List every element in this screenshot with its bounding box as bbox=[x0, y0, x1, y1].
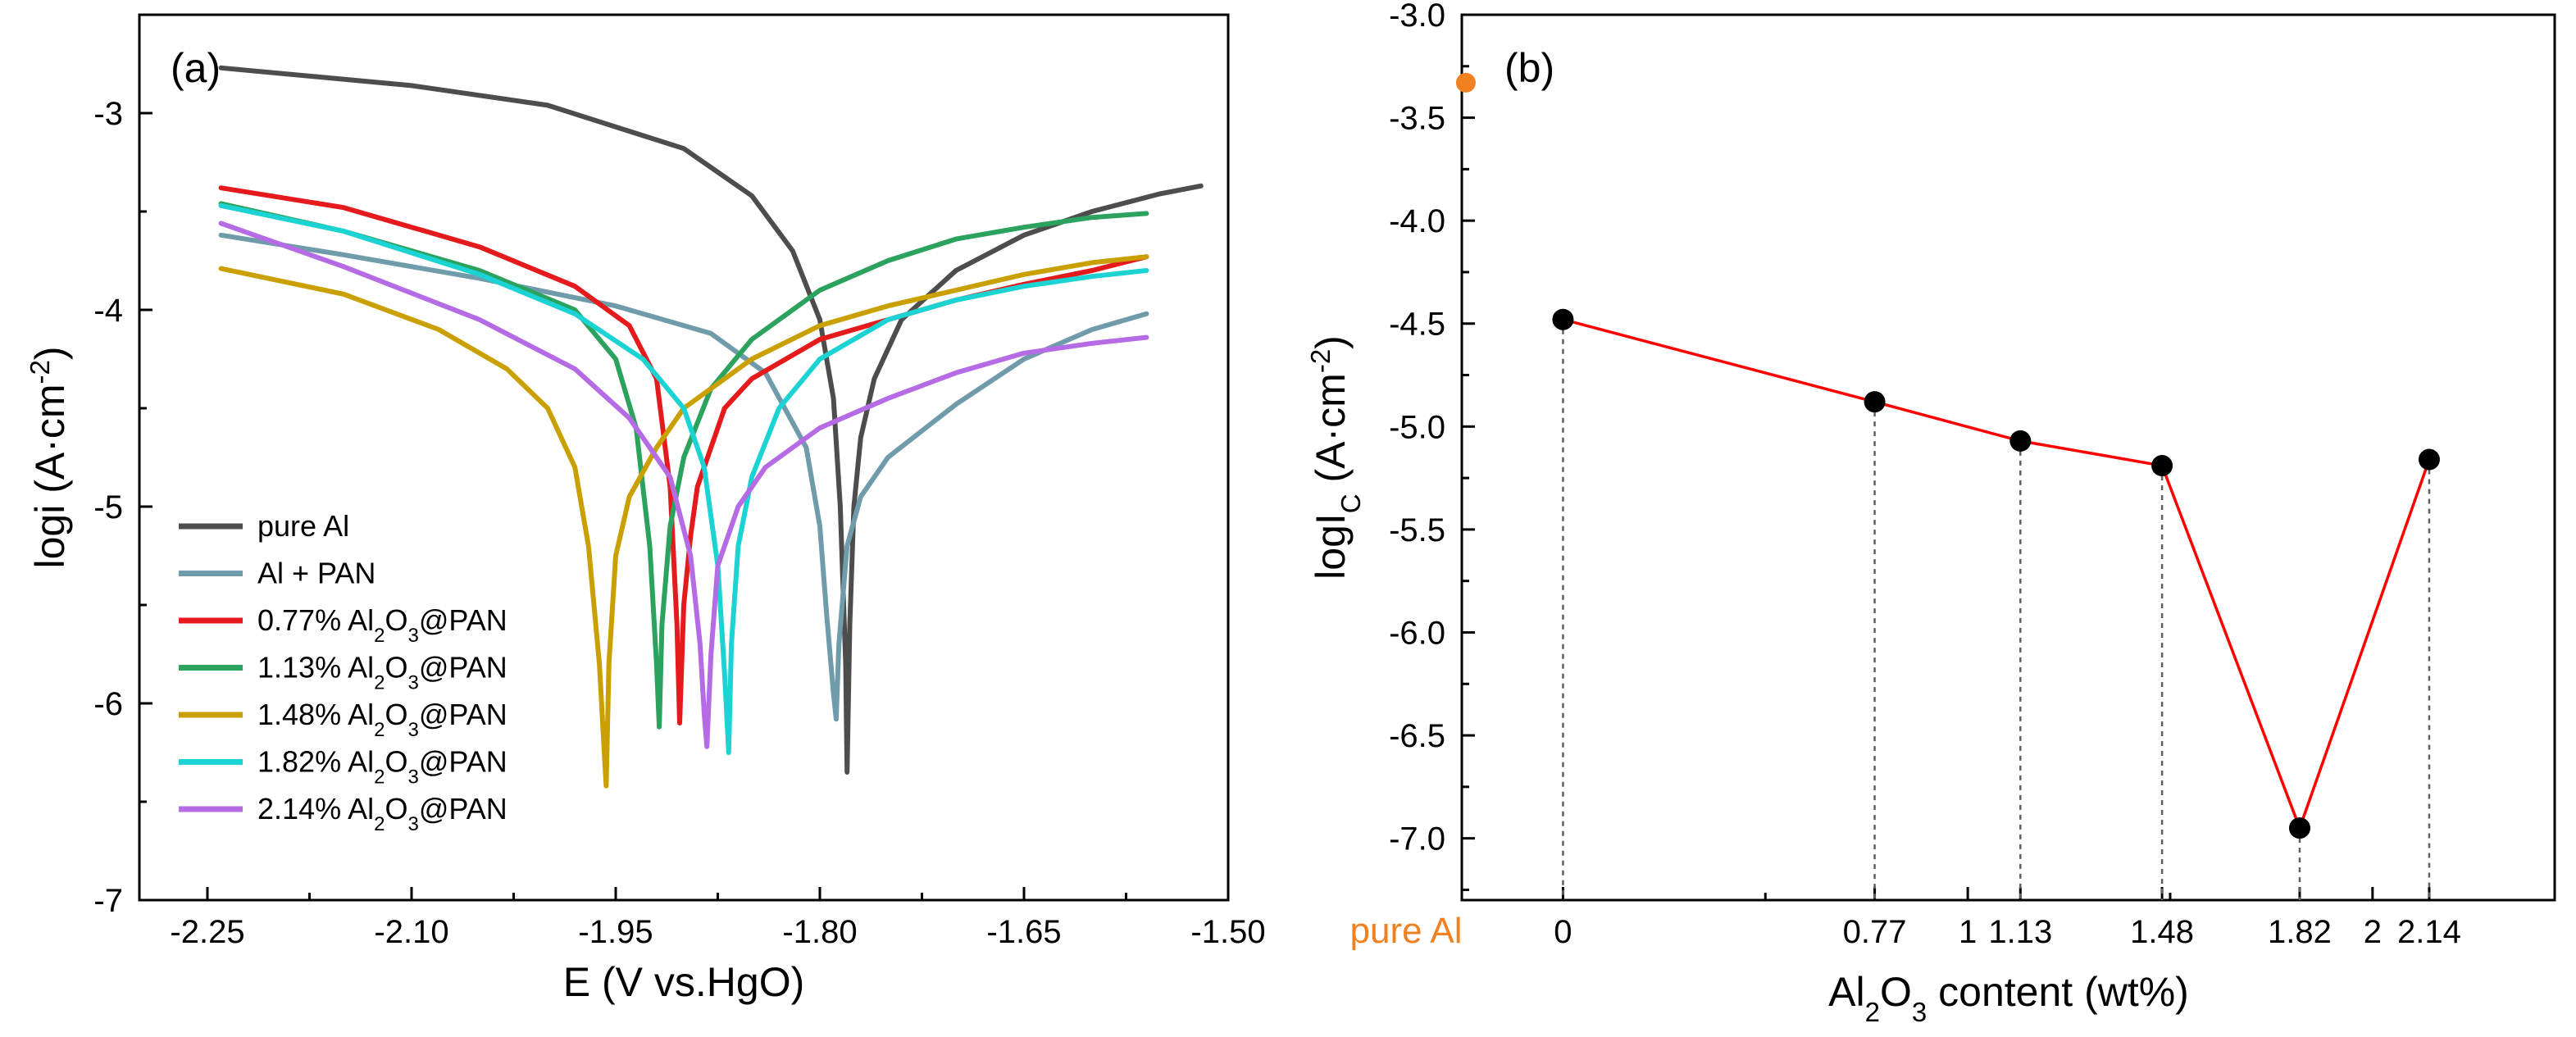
legend-entry: 2.14% Al2O3@PAN bbox=[257, 792, 507, 835]
panel-b-guide-lines bbox=[1562, 319, 2431, 900]
panel-a-frame bbox=[138, 13, 1230, 902]
x-tick-label: 2.14 bbox=[2397, 914, 2461, 950]
curve-1 bbox=[218, 65, 1204, 775]
x-tick-label: -2.25 bbox=[170, 914, 244, 950]
legend-entry: 1.48% Al2O3@PAN bbox=[257, 698, 507, 741]
panel-a-y-axis-label: logi (A·cm-2) bbox=[25, 346, 74, 568]
panel-b: (b) 0 0.77 1 1.13 1.48 1.82 2 2.14 -3.0 -3.5 -4.0… bbox=[1305, 0, 2556, 1027]
y-tick-label: -4.5 bbox=[1389, 307, 1445, 343]
x-tick-label: -1.80 bbox=[782, 914, 857, 950]
data-point bbox=[1864, 391, 1886, 413]
curve-7 bbox=[218, 221, 1149, 749]
curve-2 bbox=[218, 232, 1149, 722]
panel-a-x-axis-label: E (V vs.HgO) bbox=[563, 959, 804, 1005]
panel-a-y-ticks: -3 -4 -5 -6 -7 bbox=[93, 96, 152, 919]
y-tick-label: -5 bbox=[93, 489, 123, 525]
y-tick-label: -4.0 bbox=[1389, 203, 1445, 239]
y-tick-label: -5.0 bbox=[1389, 409, 1445, 445]
y-tick-label: -6.5 bbox=[1389, 718, 1445, 754]
legend-entry: pure Al bbox=[257, 509, 349, 543]
curve-6 bbox=[218, 202, 1149, 755]
x-tick-label: 1.82 bbox=[2268, 914, 2332, 950]
y-tick-label: -6.0 bbox=[1389, 615, 1445, 651]
legend-entry: 0.77% Al2O3@PAN bbox=[257, 603, 507, 647]
data-point bbox=[2009, 430, 2032, 452]
y-tick-label: -3.5 bbox=[1389, 101, 1445, 137]
y-tick-label: -4 bbox=[93, 293, 123, 329]
data-point bbox=[2151, 455, 2173, 477]
y-tick-label: -3 bbox=[93, 96, 123, 132]
x-tick-label: 1.48 bbox=[2130, 914, 2194, 950]
data-point bbox=[2418, 448, 2440, 471]
y-tick-label: -7.0 bbox=[1389, 821, 1445, 857]
y-tick-label: -7 bbox=[93, 883, 123, 919]
x-tick-label: 0 bbox=[1554, 914, 1572, 950]
x-tick-label: -2.10 bbox=[374, 914, 448, 950]
data-point bbox=[1552, 308, 1574, 330]
panel-b-x-ticks: 0 0.77 1 1.13 1.48 1.82 2 2.14 bbox=[1554, 887, 2461, 950]
legend-entry: 1.82% Al2O3@PAN bbox=[257, 745, 507, 789]
panel-b-series-line bbox=[1562, 318, 2431, 833]
x-tick-label: 1 bbox=[1959, 914, 1977, 950]
x-tick-label: -1.50 bbox=[1190, 914, 1265, 950]
panel-b-label: (b) bbox=[1504, 45, 1554, 91]
panel-b-y-ticks: -3.0 -3.5 -4.0 -4.5 -5.0 -5.5 -6.0 -6.5 -7.0 bbox=[1389, 0, 1475, 891]
panel-a-curves bbox=[218, 65, 1204, 789]
x-tick-label: 0.77 bbox=[1843, 914, 1907, 950]
curve-5 bbox=[218, 254, 1149, 789]
panel-b-frame bbox=[1460, 13, 2556, 902]
panel-b-x-axis-label: Al2O3 content (wt%) bbox=[1828, 969, 2189, 1027]
x-tick-label: -1.95 bbox=[578, 914, 653, 950]
pure-al-marker bbox=[1455, 72, 1476, 93]
panel-a-x-ticks: -2.25 -2.10 -1.95 -1.80 -1.65 -1.50 bbox=[170, 887, 1266, 950]
panel-a: (a) -2.25 -2.10 -1.95 -1.80 -1.65 -1.50 -3-4-… bbox=[25, 13, 1266, 1005]
legend-entry: 1.13% Al2O3@PAN bbox=[257, 651, 507, 694]
x-tick-label: 2 bbox=[2364, 914, 2382, 950]
panel-b-points bbox=[1552, 308, 2440, 839]
x-tick-label: 1.13 bbox=[1988, 914, 2052, 950]
x-tick-label: -1.65 bbox=[986, 914, 1061, 950]
pure-al-label: pure Al bbox=[1350, 911, 1463, 951]
data-point bbox=[2288, 817, 2310, 839]
y-tick-label: -5.5 bbox=[1389, 512, 1445, 548]
legend-entry: Al + PAN bbox=[257, 557, 375, 590]
y-tick-label: -6 bbox=[93, 686, 123, 722]
y-tick-label: -3.0 bbox=[1389, 0, 1445, 34]
panel-b-y-axis-label: logIC (A·cm-2) bbox=[1305, 335, 1366, 580]
panel-a-label: (a) bbox=[171, 45, 221, 91]
